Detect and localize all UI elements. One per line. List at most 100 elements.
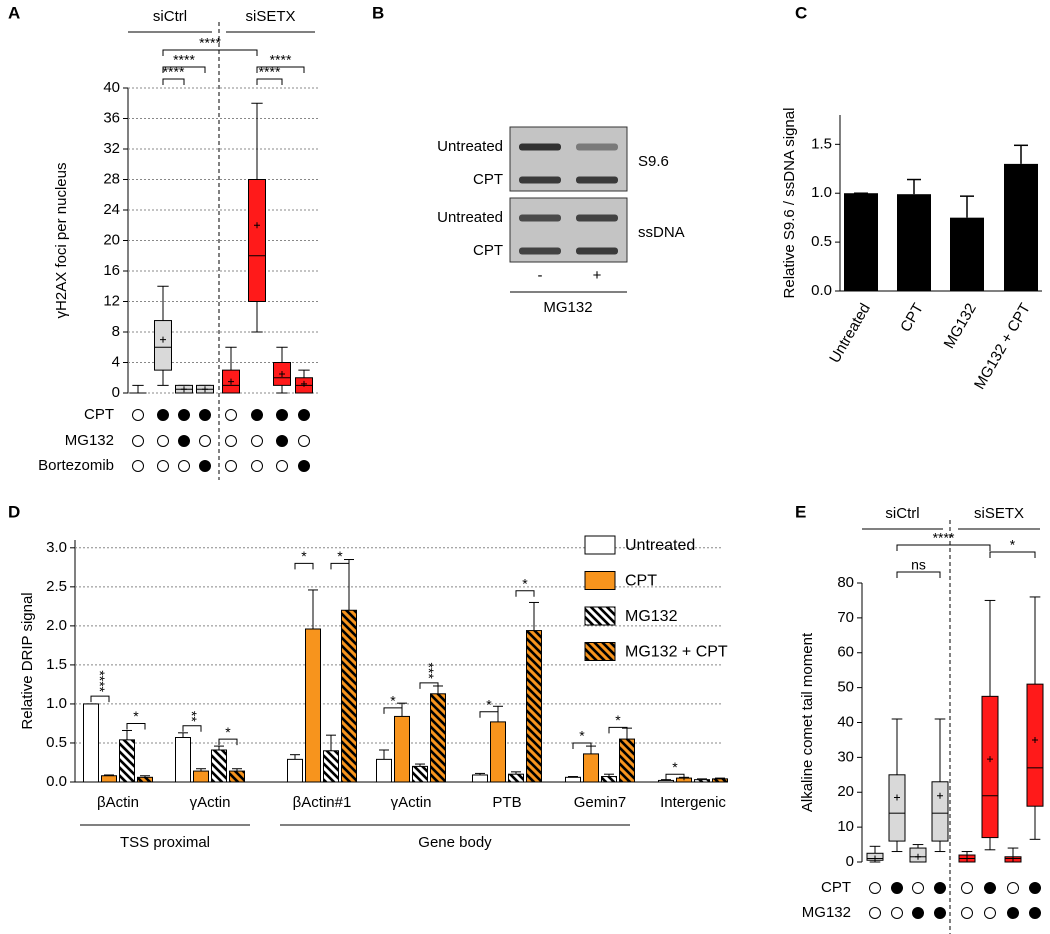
- y-tick-label: 3.0: [46, 539, 67, 556]
- legend-label: Untreated: [625, 537, 695, 554]
- y-tick-label: 40: [103, 79, 120, 96]
- y-tick-label: 0.0: [46, 773, 67, 790]
- row-label: CPT: [473, 242, 503, 259]
- bar: [897, 194, 931, 291]
- legend-swatch: [584, 606, 616, 626]
- condition-dot: [276, 435, 288, 447]
- panel-label: B: [372, 3, 384, 22]
- group-label: TSS proximal: [120, 834, 210, 851]
- bar: [844, 193, 878, 291]
- significance-bracket: [572, 742, 592, 749]
- legend-label: CPT: [625, 573, 657, 590]
- x-tick-label: Intergenic: [660, 794, 726, 811]
- panel-label: E: [795, 502, 806, 521]
- condition-dot: [132, 435, 144, 447]
- condition-dot: [298, 409, 310, 421]
- y-tick-label: 0: [846, 853, 854, 870]
- bar: [211, 749, 227, 783]
- condition-dot: [1007, 907, 1019, 919]
- y-tick-label: 28: [103, 170, 120, 187]
- significance-bracket: [182, 725, 202, 732]
- mean-marker: [915, 853, 921, 860]
- condition-dot: [132, 409, 144, 421]
- significance-bracket: [419, 682, 439, 689]
- y-tick-label: 0.0: [811, 282, 832, 299]
- band: [519, 247, 561, 255]
- significance-bracket: [126, 722, 146, 730]
- condition-dot: [225, 409, 237, 421]
- y-tick-label: 60: [837, 644, 854, 661]
- bar: [193, 770, 209, 783]
- legend-label: MG132: [625, 608, 678, 625]
- legend-label: MG132 + CPT: [625, 644, 728, 661]
- x-tick-label: Untreated: [826, 300, 874, 366]
- significance-label: ****: [933, 530, 955, 546]
- bar: [490, 721, 506, 783]
- bar: [83, 703, 99, 783]
- condition-dot: [298, 460, 310, 472]
- condition-dot: [178, 409, 190, 421]
- condition-label: Bortezomib: [38, 457, 114, 474]
- band: [576, 176, 618, 184]
- bar: [341, 609, 357, 783]
- mean-marker: [279, 370, 285, 377]
- y-tick-label: 0.5: [811, 233, 832, 250]
- lane-label: +: [593, 267, 602, 284]
- mean-marker: [872, 855, 878, 862]
- bar: [394, 715, 410, 783]
- bar: [323, 750, 339, 783]
- mean-marker: [964, 855, 970, 862]
- condition-dot: [132, 460, 144, 472]
- lane-label: -: [538, 267, 543, 284]
- bar: [601, 776, 617, 783]
- y-tick-label: 1.0: [46, 695, 67, 712]
- condition-dot: [1029, 907, 1041, 919]
- bar: [137, 776, 153, 783]
- condition-dot: [157, 409, 169, 421]
- mean-marker: [181, 386, 187, 393]
- bar: [508, 773, 524, 783]
- significance-bracket: [896, 544, 991, 551]
- significance-bracket: [162, 49, 258, 56]
- bar: [1004, 163, 1038, 291]
- bar: [619, 738, 635, 783]
- y-tick-label: 24: [103, 201, 120, 218]
- y-tick-label: 1.0: [811, 184, 832, 201]
- condition-label: MG132: [65, 432, 114, 449]
- band: [576, 143, 618, 151]
- significance-bracket: [256, 66, 305, 73]
- significance-bracket: [162, 66, 206, 73]
- significance-bracket: [608, 726, 628, 734]
- legend-swatch: [584, 535, 616, 555]
- band: [576, 247, 618, 255]
- bar: [526, 630, 542, 783]
- y-tick-label: 2.0: [46, 617, 67, 634]
- panel-name: ssDNA: [638, 224, 685, 241]
- row-label: CPT: [473, 171, 503, 188]
- condition-dot: [251, 435, 263, 447]
- significance-label: *: [579, 728, 585, 744]
- condition-dot: [276, 409, 288, 421]
- significance-label: ****: [92, 670, 108, 692]
- y-tick-label: 30: [837, 748, 854, 765]
- bar: [565, 776, 581, 783]
- y-tick-label: 40: [837, 713, 854, 730]
- x-tick-label: βActin#1: [293, 794, 352, 811]
- bar: [229, 770, 245, 783]
- condition-dot: [251, 460, 263, 472]
- significance-bracket: [294, 562, 314, 570]
- x-tick-label: γActin: [190, 794, 231, 811]
- condition-dot: [891, 907, 903, 919]
- group-label: siCtrl: [885, 505, 919, 522]
- box: [154, 320, 172, 371]
- box: [981, 695, 999, 839]
- condition-dot: [961, 907, 973, 919]
- condition-dot: [1029, 882, 1041, 894]
- condition-dot: [298, 435, 310, 447]
- group-label: Gene body: [418, 834, 492, 851]
- bar: [175, 737, 191, 783]
- y-tick-label: 20: [837, 783, 854, 800]
- condition-dot: [869, 882, 881, 894]
- mean-marker: [1032, 736, 1038, 743]
